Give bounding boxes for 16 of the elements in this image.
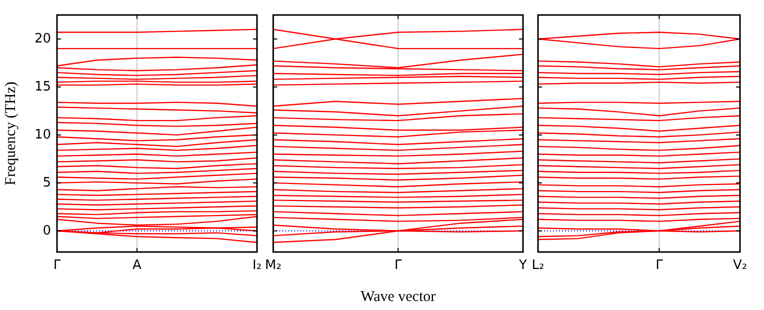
y-tick-label: 15	[34, 79, 51, 94]
x-tick-label: Γ	[394, 258, 402, 274]
y-tick-label: 20	[34, 31, 51, 46]
y-tick-label: 0	[42, 223, 51, 238]
x-tick-label: Y	[518, 258, 528, 274]
y-tick-label: 10	[34, 127, 51, 142]
x-tick-label: L₂	[532, 258, 544, 274]
x-tick-label: M₂	[264, 258, 282, 274]
x-tick-label: Γ	[53, 258, 62, 274]
x-tick-label: Γ	[656, 258, 664, 274]
x-tick-label: V₂	[732, 258, 748, 274]
x-tick-label: A	[132, 258, 142, 274]
y-axis-title: Frequency (THz)	[2, 82, 19, 186]
x-tick-label: I₂	[252, 258, 262, 274]
y-tick-label: 5	[42, 175, 51, 190]
x-axis-title: Wave vector	[360, 288, 436, 305]
